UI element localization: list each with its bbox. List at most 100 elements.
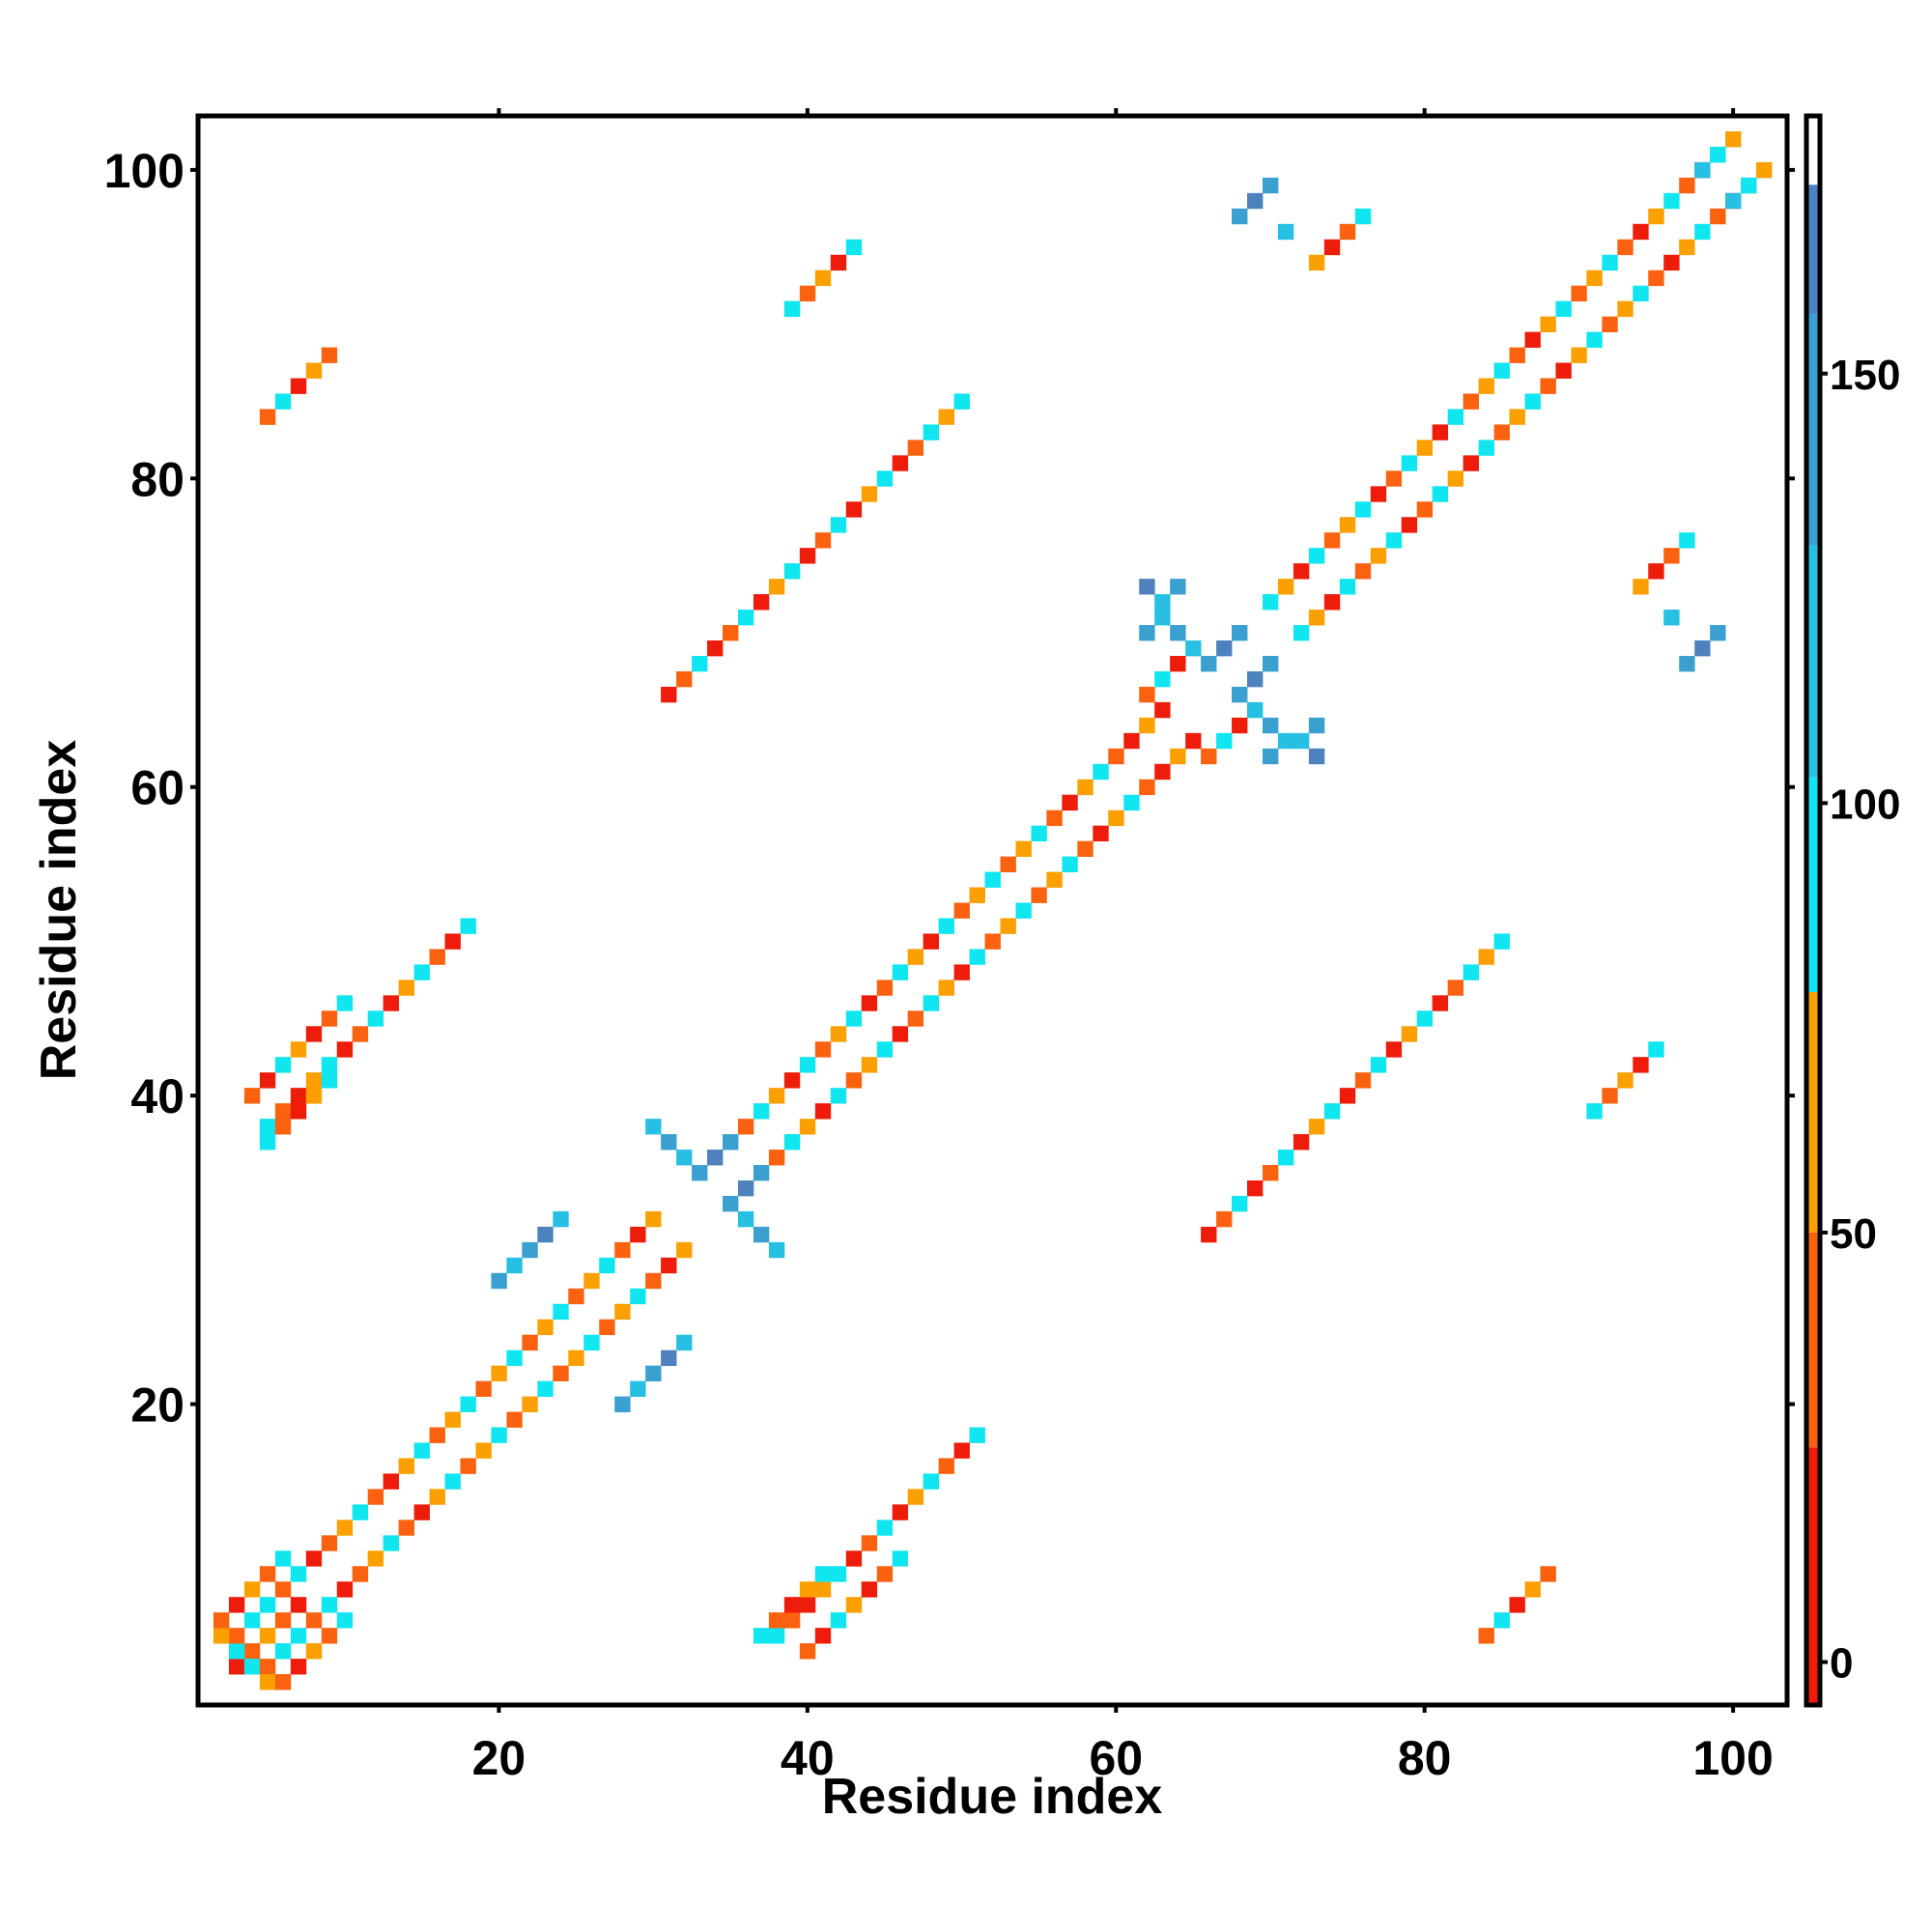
heatmap-cell (321, 1535, 338, 1551)
heatmap-cell (783, 300, 801, 318)
heatmap-cell (1108, 810, 1124, 827)
y-axis-title: Residue index (31, 740, 87, 1081)
heatmap-cell (1602, 254, 1618, 271)
heatmap-cell (274, 1612, 292, 1629)
heatmap-cell (553, 1365, 569, 1382)
heatmap-cell (1262, 655, 1279, 672)
heatmap-cell (938, 409, 954, 425)
heatmap-cell (506, 1411, 523, 1428)
heatmap-cell (1031, 825, 1047, 842)
colorbar-band (1806, 545, 1820, 778)
heatmap-cell (259, 1134, 276, 1151)
heatmap-cell (876, 1566, 894, 1582)
heatmap-cell (228, 1659, 245, 1675)
heatmap-cell (1416, 440, 1434, 456)
heatmap-cell (614, 1396, 631, 1412)
x-tick-label: 100 (1692, 1731, 1773, 1785)
heatmap-cell (383, 1473, 400, 1490)
heatmap-cell (783, 1072, 801, 1089)
heatmap-cell (923, 424, 939, 440)
heatmap-cell (830, 1026, 847, 1042)
heatmap-cell (522, 1241, 538, 1259)
heatmap-cell (1170, 655, 1186, 672)
heatmap-cell (259, 409, 276, 425)
heatmap-cell (1432, 995, 1449, 1011)
heatmap-cell (783, 1134, 801, 1151)
heatmap-cell (1463, 964, 1479, 980)
heatmap-cell (398, 1458, 414, 1474)
heatmap-cell (1663, 254, 1680, 271)
heatmap-cell (1185, 640, 1202, 657)
heatmap-cell (876, 1520, 894, 1536)
colorbar-frame (1804, 113, 1823, 1708)
heatmap-cell (1478, 440, 1494, 456)
x-axis-title: Residue index (822, 1769, 1163, 1825)
heatmap-cell (228, 1597, 245, 1613)
heatmap-cell (1401, 517, 1418, 533)
colorbar-band (1806, 1447, 1820, 1705)
heatmap-cell (814, 270, 832, 287)
heatmap-cell (274, 1550, 292, 1567)
heatmap-cell (1586, 1103, 1603, 1120)
heatmap-cell (1277, 223, 1294, 241)
heatmap-cell (799, 1581, 816, 1598)
heatmap-cell (367, 1489, 384, 1505)
heatmap-cell (1679, 239, 1695, 256)
heatmap-cell (1293, 732, 1310, 750)
heatmap-cell (1679, 655, 1695, 672)
heatmap-cell (799, 285, 816, 302)
heatmap-cell (444, 1473, 461, 1490)
heatmap-cell (1540, 378, 1556, 394)
heatmap-cell (1633, 223, 1649, 241)
heatmap-cell (1339, 1088, 1356, 1104)
heatmap-cell (1262, 1165, 1279, 1181)
heatmap-cell (1262, 177, 1279, 194)
heatmap-cell (1046, 871, 1063, 888)
y-axis-ticks: 20 40 60 80 100 (104, 144, 1795, 1433)
heatmap-cell (1493, 362, 1510, 379)
heatmap-cell (321, 1010, 338, 1027)
heatmap-cell (274, 1643, 292, 1660)
heatmap-cell (305, 1088, 323, 1104)
heatmap-cell (814, 1628, 832, 1644)
heatmap-cell (352, 1504, 369, 1520)
heatmap-cell (583, 1272, 600, 1290)
heatmap-cell (814, 1581, 832, 1598)
heatmap-cell (1216, 732, 1233, 750)
heatmap-cell (553, 1303, 569, 1321)
heatmap-cell (243, 1088, 261, 1104)
heatmap-cell (1509, 1597, 1525, 1613)
heatmap-cells (213, 130, 1773, 1690)
heatmap-cell (1432, 424, 1449, 440)
heatmap-cell (1571, 285, 1587, 302)
heatmap-cell (1046, 810, 1063, 827)
heatmap-cell (1308, 748, 1325, 765)
heatmap-cell (676, 1241, 693, 1259)
heatmap-cell (1463, 455, 1479, 471)
heatmap-cell (1308, 717, 1325, 734)
heatmap-cell (1277, 732, 1294, 750)
heatmap-cell (1339, 517, 1356, 533)
heatmap-cell (321, 1072, 338, 1089)
heatmap-cell (321, 1597, 338, 1613)
heatmap-cell (1339, 223, 1356, 241)
heatmap-cell (243, 1612, 261, 1629)
heatmap-cell (723, 1195, 739, 1212)
heatmap-cell (429, 1489, 445, 1505)
heatmap-cell (274, 1674, 292, 1690)
colorbar-tick-label: 0 (1830, 1640, 1853, 1688)
heatmap-cell (783, 1597, 801, 1613)
x-tick-label: 40 (781, 1731, 835, 1785)
heatmap-cell (737, 610, 754, 626)
heatmap-cell (907, 949, 924, 965)
heatmap-cell (1015, 902, 1032, 919)
heatmap-cell (814, 1041, 832, 1058)
heatmap-cell (799, 1057, 816, 1073)
heatmap-cell (938, 1458, 954, 1474)
heatmap-cell (1323, 594, 1341, 611)
colorbar-band (1806, 185, 1820, 314)
heatmap-cell (645, 1119, 662, 1135)
heatmap-cell (1602, 316, 1618, 332)
heatmap-cell (460, 1458, 476, 1474)
heatmap-cell (845, 1072, 863, 1089)
